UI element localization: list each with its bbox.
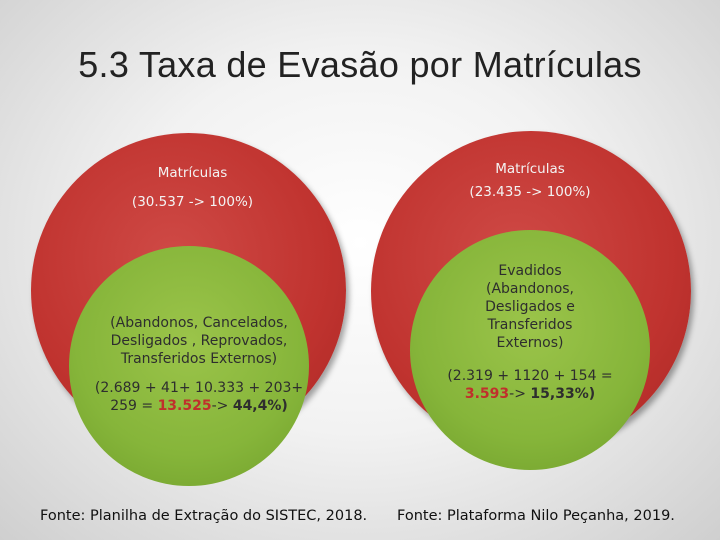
left-total: 13.525: [157, 398, 212, 414]
left-source: Fonte: Planilha de Extração do SISTEC, 2…: [40, 508, 368, 524]
right-source: Fonte: Plataforma Nilo Peçanha, 2019.: [397, 508, 675, 524]
right-formula-text: (2.319 + 1120 + 154 =: [447, 368, 613, 384]
right-inner-formula: (2.319 + 1120 + 154 = 3.593-> 15,33%): [446, 367, 614, 403]
right-total: 3.593: [464, 386, 510, 402]
right-arrow: ->: [509, 386, 531, 402]
left-inner-formula: (2.689 + 41+ 10.333 + 203+ 259 = 13.525-…: [92, 379, 306, 415]
page-title: 5.3 Taxa de Evasão por Matrículas: [78, 44, 642, 85]
left-formula-text: (2.689 + 41+ 10.333 + 203+ 259 =: [94, 380, 304, 414]
left-outer-value: (30.537 -> 100%): [131, 194, 254, 210]
right-inner-categories: Evadidos (Abandonos, Desligados e Transf…: [485, 263, 575, 351]
right-percent: 15,33%): [530, 386, 596, 402]
left-outer-label: Matrículas: [157, 165, 228, 181]
right-outer-label: Matrículas: [495, 161, 565, 177]
left-inner-circle: [69, 246, 309, 486]
left-inner-categories: (Abandonos, Cancelados, Desligados , Rep…: [110, 315, 288, 367]
left-arrow: ->: [211, 398, 233, 414]
left-percent: 44,4%): [232, 398, 288, 414]
right-outer-value: (23.435 -> 100%): [469, 184, 591, 200]
right-inner-circle: [410, 230, 650, 470]
